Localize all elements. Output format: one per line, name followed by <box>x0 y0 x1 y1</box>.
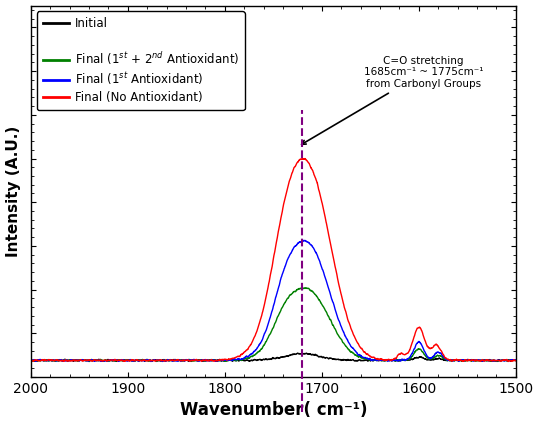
X-axis label: Wavenumber( cm⁻¹): Wavenumber( cm⁻¹) <box>179 402 367 419</box>
Legend: Initial, , Final (1$^{st}$ + 2$^{nd}$ Antioxidant), Final (1$^{st}$ Antioxidant): Initial, , Final (1$^{st}$ + 2$^{nd}$ An… <box>37 11 245 110</box>
Y-axis label: Intensity (A.U.): Intensity (A.U.) <box>5 126 20 257</box>
Text: C=O stretching
1685cm⁻¹ ~ 1775cm⁻¹
from Carbonyl Groups: C=O stretching 1685cm⁻¹ ~ 1775cm⁻¹ from … <box>302 56 483 144</box>
